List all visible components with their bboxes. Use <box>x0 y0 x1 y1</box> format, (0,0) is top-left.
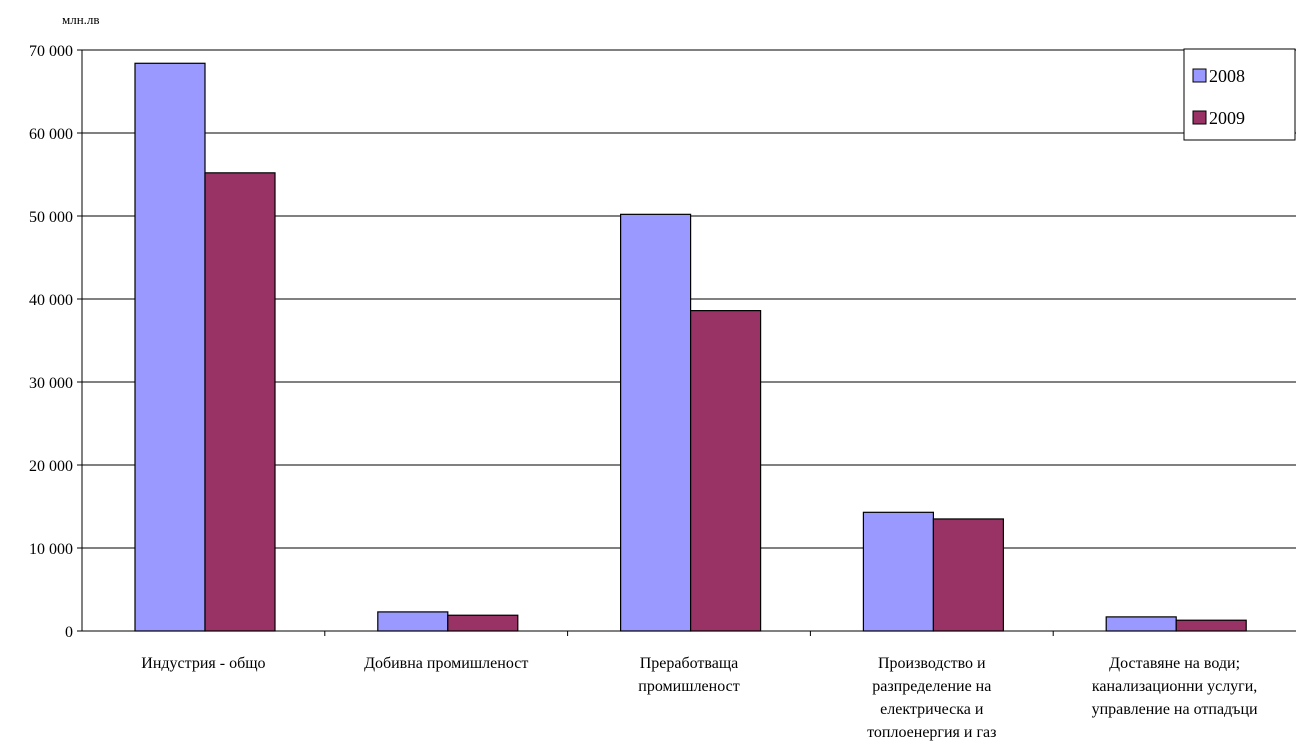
category-label: Индустрия - общо <box>141 655 265 672</box>
category-label: Преработваща промишленост <box>638 655 739 695</box>
bars <box>134 62 1247 632</box>
y-tick-label: 0 <box>65 624 73 641</box>
bar-2008-1 <box>134 62 206 632</box>
y-axis-ticks: 0 10 000 20 000 30 000 40 000 50 000 60 000 70 … <box>29 43 82 641</box>
bar-2008-3 <box>619 213 692 632</box>
y-tick-label: 60 000 <box>29 126 73 143</box>
legend-swatch-2009 <box>1192 110 1207 125</box>
bar-2009-3 <box>689 310 762 632</box>
y-tick-label: 20 000 <box>29 458 73 475</box>
axes <box>81 50 1296 636</box>
legend: 2008 2009 <box>1183 48 1296 141</box>
bar-2009-1 <box>204 172 276 632</box>
y-tick-label: 50 000 <box>29 209 73 226</box>
legend-label-2009: 2009 <box>1209 108 1245 128</box>
x-axis-category-labels: Индустрия - общо Добивна промишленост Прер… <box>141 655 1258 741</box>
category-label: Добивна промишленост <box>364 655 528 672</box>
bar-2008-5 <box>1105 616 1177 632</box>
bar-2009-5 <box>1175 619 1247 632</box>
legend-swatch-2008 <box>1192 68 1207 83</box>
bar-2009-2 <box>447 614 519 632</box>
y-tick-label: 10 000 <box>29 541 73 558</box>
category-label: Доставяне на води; канализационни услуги,… <box>1092 655 1258 718</box>
legend-box <box>1183 48 1296 141</box>
y-tick-label: 30 000 <box>29 375 73 392</box>
bar-2008-4 <box>862 511 935 632</box>
y-tick-label: 70 000 <box>29 43 73 60</box>
category-label: Производство и разпределение на електричес… <box>867 655 996 741</box>
bar-2009-4 <box>932 518 1005 632</box>
y-axis-unit-label: млн.лв <box>62 12 100 27</box>
legend-label-2008: 2008 <box>1209 66 1245 86</box>
bar-2008-2 <box>377 611 449 632</box>
y-tick-label: 40 000 <box>29 292 73 309</box>
